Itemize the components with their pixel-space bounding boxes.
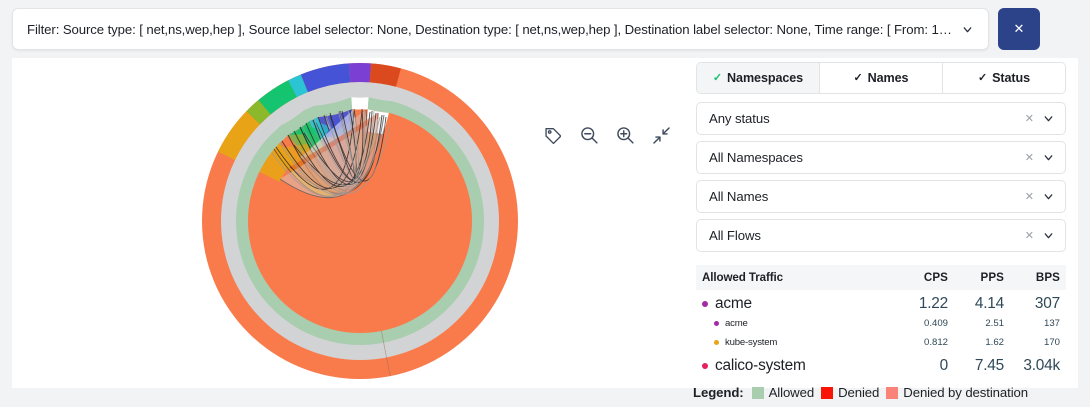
table-row[interactable]: calico-system 0 7.45 3.04k (696, 355, 1066, 376)
row-bps: 137 (1043, 318, 1060, 329)
check-icon: ✓ (853, 71, 863, 84)
legend-label: Denied (838, 385, 880, 400)
row-name: acme (725, 318, 748, 329)
clear-icon[interactable]: ✕ (1024, 230, 1034, 242)
sidebar: ✓ Namespaces ✓ Names ✓ Status Any status… (688, 58, 1078, 388)
row-cps: 0 (939, 356, 949, 374)
row-name: acme (715, 294, 752, 312)
fit-screen-icon[interactable] (648, 122, 674, 148)
status-select[interactable]: Any status ✕ (696, 102, 1066, 135)
column-header-bps: BPS (1035, 271, 1060, 284)
tab-names[interactable]: ✓ Names (820, 63, 943, 93)
table-header: Allowed Traffic CPS PPS BPS (696, 265, 1066, 290)
row-pps: 4.14 (974, 294, 1004, 312)
column-header-name: Allowed Traffic (702, 271, 783, 284)
legend-label: Denied by destination (903, 385, 1029, 400)
row-color-dot (714, 321, 719, 326)
chord-diagram[interactable] (193, 58, 527, 388)
tab-namespaces[interactable]: ✓ Namespaces (697, 63, 820, 93)
chord-svg[interactable] (193, 58, 527, 388)
row-bps: 170 (1043, 337, 1060, 348)
column-header-cps: CPS (923, 271, 948, 284)
clear-icon[interactable]: ✕ (1024, 152, 1034, 164)
legend-swatch (886, 386, 899, 399)
row-color-dot (702, 362, 708, 369)
legend-label: Allowed (768, 385, 815, 400)
legend-swatch (751, 386, 764, 399)
chevron-down-icon[interactable] (958, 20, 976, 38)
chord-ribbons (271, 108, 391, 198)
row-bps: 307 (1034, 294, 1060, 312)
filter-text: Filter: Source type: [ net,ns,wep,hep ],… (27, 21, 952, 37)
names-select[interactable]: All Names ✕ (696, 180, 1066, 213)
legend: Legend: Allowed Denied Denied by destina… (693, 385, 1028, 400)
table-row[interactable]: acme 1.22 4.14 307 (696, 293, 1066, 314)
row-bps: 3.04k (1023, 356, 1060, 374)
table-row[interactable]: acme 0.409 2.51 137 (696, 314, 1066, 333)
clear-icon[interactable]: ✕ (1024, 113, 1034, 125)
row-cps: 0.812 (923, 337, 948, 348)
filter-select[interactable]: Filter: Source type: [ net,ns,wep,hep ],… (12, 8, 989, 50)
allowed-traffic-table: Allowed Traffic CPS PPS BPS acme 1.22 4.… (696, 265, 1066, 376)
row-color-dot (702, 300, 708, 307)
main-panel: ✓ Namespaces ✓ Names ✓ Status Any status… (12, 58, 1078, 388)
row-name: calico-system (715, 356, 806, 374)
row-cps: 1.22 (918, 294, 948, 312)
chevron-down-icon[interactable] (1042, 112, 1055, 125)
row-pps: 2.51 (985, 318, 1004, 329)
legend-swatch (821, 386, 834, 399)
column-header-pps: PPS (980, 271, 1004, 284)
graph-area[interactable] (12, 58, 688, 388)
filter-bar: Filter: Source type: [ net,ns,wep,hep ],… (12, 8, 1040, 50)
flows-select[interactable]: All Flows ✕ (696, 219, 1066, 252)
table-row[interactable]: kube-system 0.812 1.62 170 (696, 333, 1066, 352)
row-cps: 0.409 (923, 318, 948, 329)
legend-item-allowed: Allowed (751, 385, 815, 400)
check-icon: ✓ (977, 71, 988, 84)
row-pps: 7.45 (974, 356, 1004, 374)
chevron-down-icon[interactable] (1042, 151, 1055, 164)
tab-namespaces-label: Namespaces (727, 71, 804, 85)
status-select-value: Any status (709, 111, 770, 126)
close-icon: ✕ (1013, 21, 1025, 36)
tab-names-label: Names (867, 71, 909, 85)
zoom-out-icon[interactable] (576, 122, 602, 148)
close-button[interactable]: ✕ (998, 8, 1040, 50)
names-select-value: All Names (709, 189, 769, 204)
row-name: kube-system (725, 337, 778, 348)
tab-status[interactable]: ✓ Status (943, 63, 1065, 93)
check-icon: ✓ (712, 71, 723, 84)
namespaces-select[interactable]: All Namespaces ✕ (696, 141, 1066, 174)
row-color-dot (714, 340, 719, 345)
row-pps: 1.62 (985, 337, 1004, 348)
view-tabs: ✓ Namespaces ✓ Names ✓ Status (696, 62, 1066, 94)
legend-item-denied: Denied (821, 385, 879, 400)
graph-toolbar (540, 122, 688, 148)
tab-status-label: Status (992, 71, 1030, 85)
chevron-down-icon[interactable] (1042, 229, 1055, 242)
legend-title: Legend: (693, 385, 744, 400)
chevron-down-icon[interactable] (1042, 190, 1055, 203)
arc-separator (381, 330, 391, 377)
zoom-in-icon[interactable] (612, 122, 638, 148)
clear-icon[interactable]: ✕ (1024, 191, 1034, 203)
namespaces-select-value: All Namespaces (709, 150, 803, 165)
reset-icon[interactable] (684, 122, 688, 148)
flows-select-value: All Flows (709, 228, 761, 243)
legend-item-denied-by-destination: Denied by destination (886, 385, 1028, 400)
tag-icon[interactable] (540, 122, 566, 148)
